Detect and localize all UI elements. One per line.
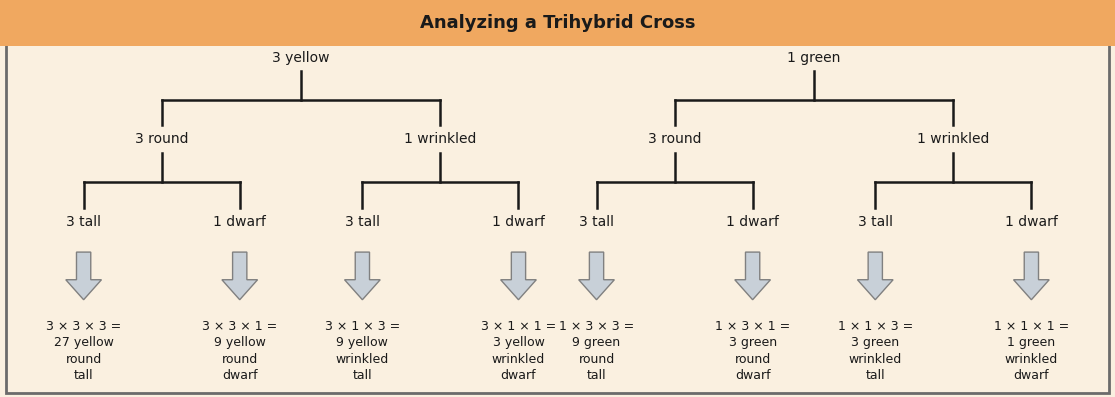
Text: 3 round: 3 round — [648, 132, 701, 146]
Text: 1 wrinkled: 1 wrinkled — [405, 132, 476, 146]
Text: 1 × 1 × 3 =
3 green
wrinkled
tall: 1 × 1 × 3 = 3 green wrinkled tall — [837, 320, 913, 382]
Text: 1 wrinkled: 1 wrinkled — [918, 132, 989, 146]
Polygon shape — [1014, 252, 1049, 300]
Polygon shape — [222, 252, 258, 300]
Polygon shape — [66, 252, 101, 300]
Text: Analyzing a Trihybrid Cross: Analyzing a Trihybrid Cross — [419, 14, 696, 32]
Polygon shape — [501, 252, 536, 300]
Text: 3 × 1 × 3 =
9 yellow
wrinkled
tall: 3 × 1 × 3 = 9 yellow wrinkled tall — [324, 320, 400, 382]
Text: 1 × 3 × 3 =
9 green
round
tall: 1 × 3 × 3 = 9 green round tall — [559, 320, 634, 382]
Text: 1 dwarf: 1 dwarf — [492, 215, 545, 229]
Text: 3 tall: 3 tall — [579, 215, 614, 229]
Text: 1 dwarf: 1 dwarf — [1005, 215, 1058, 229]
Polygon shape — [345, 252, 380, 300]
Text: 3 round: 3 round — [135, 132, 188, 146]
Text: 1 dwarf: 1 dwarf — [726, 215, 779, 229]
Polygon shape — [579, 252, 614, 300]
Text: 3 × 1 × 1 =
3 yellow
wrinkled
dwarf: 3 × 1 × 1 = 3 yellow wrinkled dwarf — [481, 320, 556, 382]
Text: 3 tall: 3 tall — [857, 215, 893, 229]
Text: 1 × 1 × 1 =
1 green
wrinkled
dwarf: 1 × 1 × 1 = 1 green wrinkled dwarf — [993, 320, 1069, 382]
Bar — [0, 0, 1115, 46]
Text: 3 × 3 × 1 =
9 yellow
round
dwarf: 3 × 3 × 1 = 9 yellow round dwarf — [202, 320, 278, 382]
Polygon shape — [857, 252, 893, 300]
Text: 3 × 3 × 3 =
27 yellow
round
tall: 3 × 3 × 3 = 27 yellow round tall — [46, 320, 122, 382]
Text: 1 × 3 × 1 =
3 green
round
dwarf: 1 × 3 × 1 = 3 green round dwarf — [715, 320, 791, 382]
Text: 3 tall: 3 tall — [345, 215, 380, 229]
Text: 3 tall: 3 tall — [66, 215, 101, 229]
Text: 3 yellow: 3 yellow — [272, 50, 330, 65]
Text: 1 green: 1 green — [787, 50, 841, 65]
Text: 1 dwarf: 1 dwarf — [213, 215, 266, 229]
Polygon shape — [735, 252, 770, 300]
